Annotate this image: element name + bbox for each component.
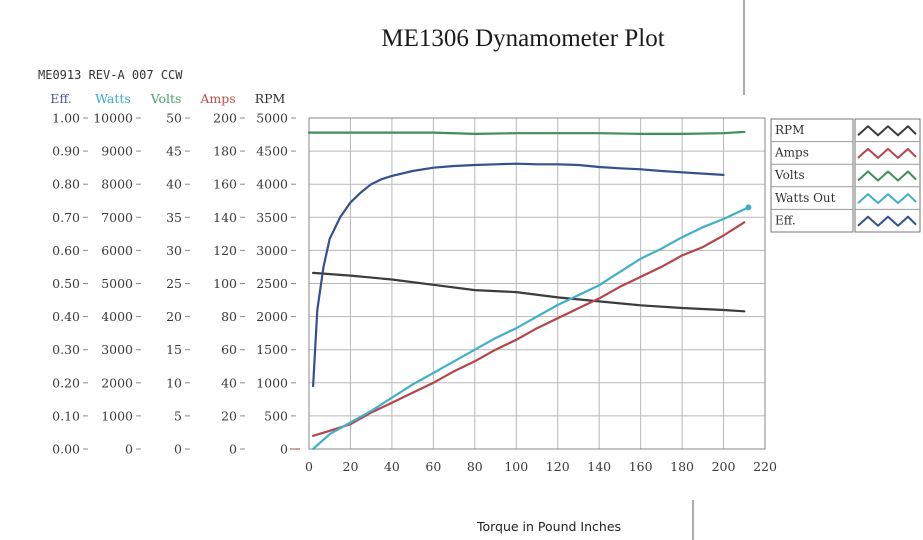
y-tick-label-rpm: 1500 <box>256 342 288 357</box>
y-tick-label-eff: 1.00 <box>52 111 80 126</box>
y-tick-label-amps: 100 <box>213 276 237 291</box>
y-tick-label-rpm: 1000 <box>256 375 288 390</box>
y-tick-label-amps: 180 <box>213 144 237 159</box>
series-line-amps <box>312 221 746 437</box>
y-tick-label-amps: 60 <box>221 342 237 357</box>
y-tick-label-amps: 160 <box>213 177 237 192</box>
legend-label-rpm: RPM <box>775 123 804 137</box>
y-tick-label-amps: 0 <box>229 442 237 457</box>
y-tick-label-volts: 45 <box>166 144 182 159</box>
y-tick-label-eff: 0.50 <box>52 276 80 291</box>
x-tick-label: 180 <box>670 459 694 474</box>
x-tick-label: 140 <box>587 459 611 474</box>
y-tick-label-watts: 1000 <box>101 408 133 423</box>
y-tick-label-volts: 25 <box>166 276 182 291</box>
y-tick-label-watts: 6000 <box>101 243 133 258</box>
y-axes-group: Eff. 0.00 0.10 0.20 0.30 0.40 0.50 0.60 0.70 0.80… <box>50 91 296 457</box>
x-tick-label: 20 <box>343 459 359 474</box>
y-tick-label-volts: 15 <box>166 342 182 357</box>
y-tick-label-amps: 120 <box>213 243 237 258</box>
y-tick-label-eff: 0.60 <box>52 243 80 258</box>
y-axis-header-watts: Watts <box>95 91 131 106</box>
legend-swatch-watts <box>857 193 917 205</box>
series-line-watts <box>312 206 750 451</box>
series-line-rpm <box>312 271 746 313</box>
x-tick-label: 100 <box>504 459 528 474</box>
y-tick-label-watts: 5000 <box>101 276 133 291</box>
legend-label-watts: Watts Out <box>775 191 836 205</box>
y-axis-header-amps: Amps <box>199 91 235 106</box>
y-tick-label-amps: 20 <box>221 408 237 423</box>
y-tick-label-amps: 140 <box>213 210 237 225</box>
plot-frame <box>308 117 766 450</box>
y-tick-label-eff: 0.80 <box>52 177 80 192</box>
plot-area: 0 20 40 60 80 100 120 140 160 180 200 220 <box>290 117 777 474</box>
legend-label-volts: Volts <box>774 168 805 182</box>
legend-swatch-amps <box>857 147 917 159</box>
y-tick-label-watts: 2000 <box>101 375 133 390</box>
chart-subtitle: ME0913 REV-A 007 CCW <box>38 68 183 82</box>
y-tick-label-rpm: 3500 <box>256 210 288 225</box>
y-tick-label-rpm: 500 <box>264 408 288 423</box>
y-axis-header-eff: Eff. <box>50 91 72 106</box>
y-tick-label-rpm: 5000 <box>256 111 288 126</box>
y-tick-label-eff: 0.90 <box>52 144 80 159</box>
y-tick-label-volts: 0 <box>174 442 182 457</box>
series-line-eff <box>312 162 725 388</box>
legend-swatch-frame <box>854 118 921 233</box>
legend-table-frame <box>770 118 854 233</box>
y-tick-label-volts: 5 <box>174 408 182 423</box>
y-tick-label-eff: 0.20 <box>52 375 80 390</box>
x-tick-label: 220 <box>753 459 777 474</box>
y-tick-label-rpm: 3000 <box>256 243 288 258</box>
legend-swatch-rpm <box>857 125 917 137</box>
legend-swatch-volts <box>857 170 917 182</box>
x-tick-label: 40 <box>384 459 400 474</box>
y-tick-label-eff: 0.40 <box>52 309 80 324</box>
y-tick-label-volts: 30 <box>166 243 182 258</box>
y-tick-label-eff: 0.00 <box>52 442 80 457</box>
x-tick-label: 120 <box>546 459 570 474</box>
legend-label-amps: Amps <box>774 146 809 160</box>
x-tick-label: 0 <box>305 459 313 474</box>
y-tick-label-watts: 9000 <box>101 144 133 159</box>
x-axis-label: Torque in Pound Inches <box>476 519 621 534</box>
legend: RPM Amps Volts Watts Out Eff. <box>770 118 921 233</box>
legend-label-eff: Eff. <box>775 213 796 227</box>
y-tick-label-amps: 200 <box>213 111 237 126</box>
series-line-volts <box>307 130 746 135</box>
y-tick-label-rpm: 4500 <box>256 144 288 159</box>
series-endpoint-watts <box>745 204 752 211</box>
y-tick-label-volts: 40 <box>166 177 182 192</box>
y-tick-label-watts: 0 <box>125 442 133 457</box>
x-tick-label: 160 <box>629 459 653 474</box>
x-tick-label: 60 <box>425 459 441 474</box>
y-tick-label-watts: 7000 <box>101 210 133 225</box>
y-tick-label-rpm: 0 <box>280 442 288 457</box>
y-tick-label-volts: 50 <box>166 111 182 126</box>
chart-title: ME1306 Dynamometer Plot <box>381 25 664 52</box>
y-tick-label-amps: 40 <box>221 375 237 390</box>
y-tick-label-volts: 10 <box>166 375 182 390</box>
y-axis-header-volts: Volts <box>150 91 182 106</box>
y-tick-label-rpm: 2500 <box>256 276 288 291</box>
y-tick-label-rpm: 4000 <box>256 177 288 192</box>
y-tick-label-eff: 0.30 <box>52 342 80 357</box>
y-tick-label-volts: 20 <box>166 309 182 324</box>
y-tick-label-eff: 0.70 <box>52 210 80 225</box>
y-tick-label-watts: 10000 <box>93 111 133 126</box>
y-tick-label-eff: 0.10 <box>52 408 80 423</box>
y-tick-label-watts: 3000 <box>101 342 133 357</box>
x-tick-label: 200 <box>712 459 736 474</box>
y-tick-label-watts: 8000 <box>101 177 133 192</box>
y-tick-label-watts: 4000 <box>101 309 133 324</box>
legend-swatch-eff <box>857 215 917 227</box>
y-tick-label-rpm: 2000 <box>256 309 288 324</box>
x-tick-label: 80 <box>467 459 483 474</box>
y-tick-label-volts: 35 <box>166 210 182 225</box>
y-tick-label-amps: 80 <box>221 309 237 324</box>
y-axis-header-rpm: RPM <box>255 91 286 106</box>
